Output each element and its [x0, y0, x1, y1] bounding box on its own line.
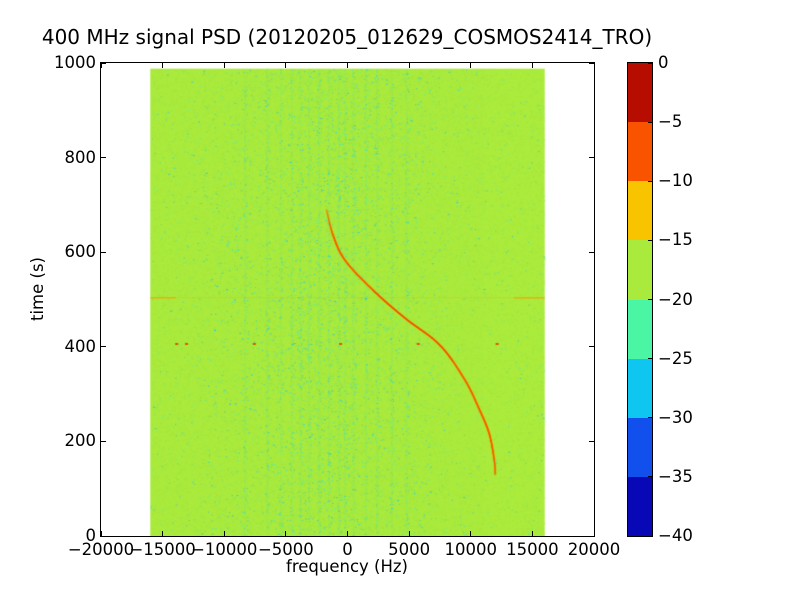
x-tick-mark	[162, 531, 164, 536]
y-tick-mark	[101, 440, 106, 442]
colorbar-tick-mark	[648, 62, 652, 64]
x-tick-mark-top	[100, 63, 102, 68]
y-tick-label: 800	[64, 147, 97, 167]
plot-area	[100, 62, 595, 537]
y-tick-label: 400	[64, 336, 97, 356]
colorbar-tick-label: −25	[658, 348, 693, 368]
x-tick-label: −20000	[67, 540, 135, 559]
x-tick-mark	[347, 531, 348, 536]
x-tick-mark	[470, 531, 472, 536]
colorbar-tick-label: −40	[658, 526, 693, 545]
colorbar-tick-label: −15	[658, 230, 693, 250]
x-axis-label: frequency (Hz)	[286, 557, 408, 576]
x-tick-mark-top	[408, 63, 410, 68]
spectrogram-heatmap	[101, 63, 594, 536]
colorbar-tick-mark	[648, 180, 652, 182]
colorbar-tick-mark	[648, 417, 652, 419]
x-tick-mark	[100, 531, 102, 536]
colorbar-tick-mark	[648, 239, 652, 241]
x-tick-mark	[285, 531, 287, 536]
colorbar-tick-label: −20	[658, 289, 693, 309]
colorbar-band	[628, 181, 652, 241]
y-tick-mark-right	[589, 62, 594, 64]
y-tick-label: 1000	[54, 53, 96, 72]
x-tick-mark	[531, 531, 533, 536]
colorbar-band	[628, 358, 652, 418]
x-tick-mark	[593, 531, 595, 536]
y-tick-mark	[101, 251, 106, 253]
colorbar	[627, 62, 653, 537]
colorbar-tick-label: −5	[658, 112, 683, 132]
y-tick-mark-right	[589, 157, 594, 159]
x-tick-mark-top	[470, 63, 472, 68]
colorbar-tick-label: 0	[658, 53, 669, 72]
y-axis-label: time (s)	[28, 257, 47, 321]
colorbar-tick-mark	[648, 535, 652, 537]
y-tick-mark	[101, 535, 106, 537]
y-tick-label: 200	[64, 431, 97, 451]
x-tick-label: 10000	[444, 540, 498, 559]
colorbar-tick-label: −10	[658, 171, 693, 191]
y-tick-mark	[101, 62, 106, 64]
x-tick-label: −15000	[129, 540, 196, 559]
x-tick-mark-top	[162, 63, 164, 68]
colorbar-tick-mark	[648, 299, 652, 300]
x-tick-mark	[223, 531, 225, 536]
colorbar-tick-mark	[648, 476, 652, 478]
y-tick-mark-right	[589, 346, 594, 348]
colorbar-tick-label: −35	[658, 466, 693, 486]
x-tick-mark-top	[285, 63, 287, 68]
colorbar-band	[628, 63, 652, 123]
x-tick-label: 15000	[506, 540, 559, 559]
colorbar-tick-mark	[648, 121, 652, 123]
colorbar-band	[628, 476, 652, 536]
y-tick-mark-right	[589, 251, 594, 253]
y-tick-mark-right	[589, 535, 594, 537]
colorbar-band	[628, 299, 652, 359]
y-tick-mark	[101, 157, 106, 159]
y-tick-mark	[101, 346, 106, 348]
y-tick-label: 0	[85, 526, 97, 545]
x-tick-mark-top	[347, 63, 348, 68]
y-tick-label: 600	[64, 242, 97, 262]
colorbar-tick-label: −30	[658, 407, 693, 427]
x-tick-mark-top	[531, 63, 533, 68]
colorbar-tick-mark	[648, 358, 652, 360]
colorbar-band	[628, 417, 652, 477]
x-tick-label: 5000	[388, 540, 431, 559]
x-tick-label: 0	[342, 540, 353, 559]
x-tick-mark-top	[223, 63, 225, 68]
x-tick-mark	[408, 531, 410, 536]
x-tick-mark-top	[593, 63, 595, 68]
x-tick-label: −5000	[257, 540, 314, 559]
x-tick-label: 20000	[567, 540, 621, 559]
y-tick-mark-right	[589, 440, 594, 442]
x-tick-label: −10000	[191, 540, 258, 559]
colorbar-band	[628, 122, 652, 182]
colorbar-band	[628, 240, 652, 300]
chart-title: 400 MHz signal PSD (20120205_012629_COSM…	[41, 25, 653, 49]
